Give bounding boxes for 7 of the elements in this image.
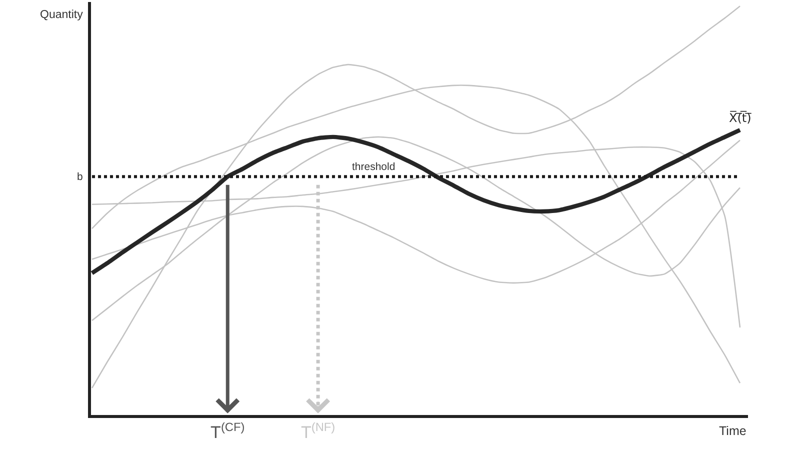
text: b	[77, 171, 83, 183]
x-tick-label: T$^{(CF)}$	[210, 420, 245, 442]
y-axis-title: Quantity	[40, 9, 84, 21]
ref-line-label: threshold	[352, 161, 396, 173]
x-axis-title: Time	[719, 424, 746, 438]
series-label: X̅(̅t̅)̅	[729, 110, 752, 126]
x-tick-label: T$^{(NF)}$	[300, 420, 336, 442]
